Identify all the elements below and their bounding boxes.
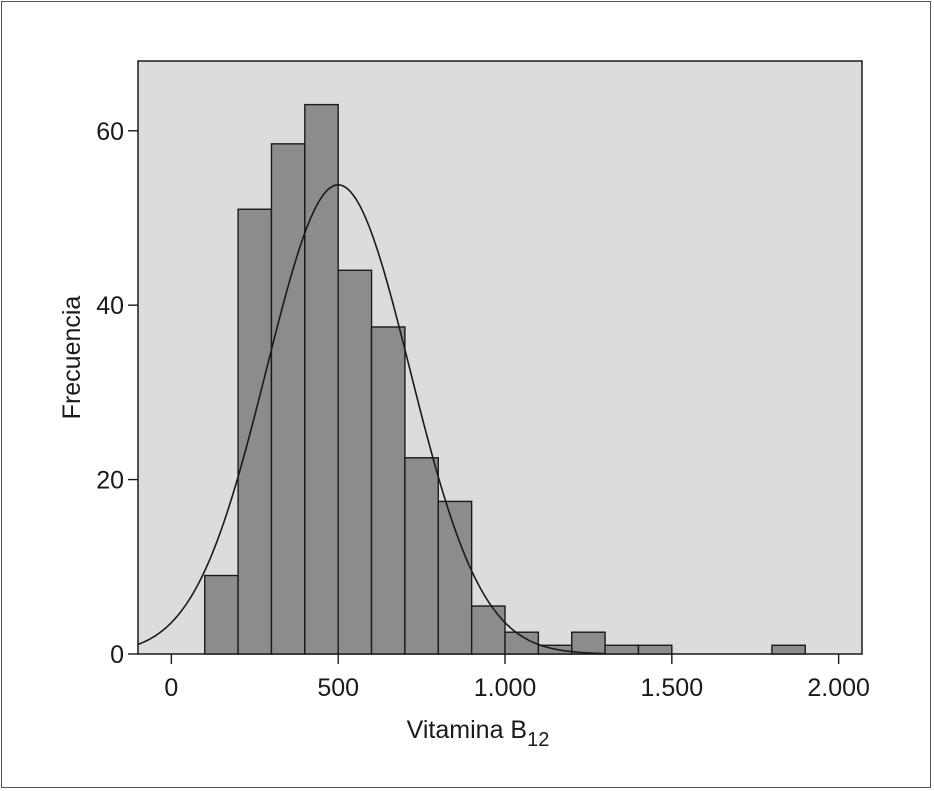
y-axis: 0 20 40 60 (96, 118, 138, 669)
histogram-bar (404, 457, 439, 655)
y-axis-title: Frecuencia (58, 296, 86, 420)
x-axis: 0 500 1.000 1.500 2.000 (164, 654, 870, 702)
y-tick-label: 0 (110, 641, 124, 669)
histogram-bar (204, 574, 239, 655)
x-axis-title: Vitamina B12 (407, 716, 550, 751)
histogram-bar (504, 631, 540, 655)
histogram-bar (771, 644, 806, 655)
x-axis-title-subscript: 12 (527, 729, 549, 751)
histogram-bar (604, 644, 640, 655)
histogram-bar (437, 500, 473, 655)
y-tick-label: 20 (96, 467, 124, 495)
histogram-bar (270, 143, 306, 655)
histogram-bar (304, 103, 339, 655)
x-axis-title-main: Vitamina B (407, 716, 527, 744)
histogram-bar (571, 631, 606, 655)
histogram-bar (637, 644, 673, 655)
histogram-bar (337, 269, 373, 655)
x-tick-label: 1.500 (641, 674, 704, 702)
histogram-bar (470, 605, 506, 655)
y-tick-label: 60 (96, 118, 124, 146)
x-tick-label: 1.000 (474, 674, 537, 702)
x-tick-label: 0 (164, 674, 178, 702)
normal-curve (137, 184, 606, 655)
histogram-bar (237, 208, 273, 655)
x-tick-label: 2.000 (807, 674, 870, 702)
histogram-bar (370, 326, 406, 655)
y-tick-label: 40 (96, 292, 124, 320)
x-tick-label: 500 (317, 674, 359, 702)
